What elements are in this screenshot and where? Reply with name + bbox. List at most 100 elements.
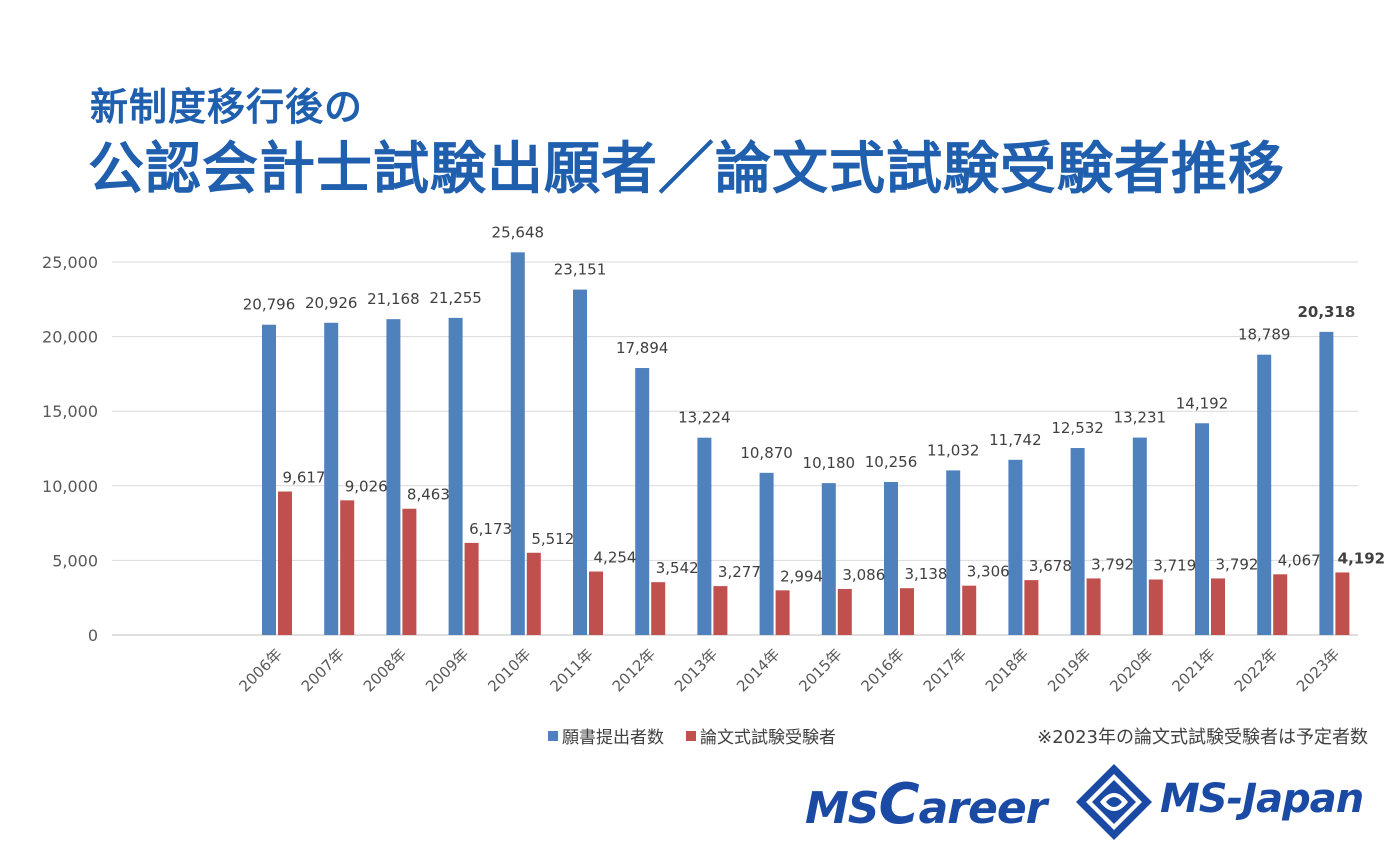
bar-examinees [278,491,292,635]
data-label-examinees: 4,254 [594,549,637,567]
bar-applicants [1257,354,1272,635]
data-label-examinees: 3,138 [905,565,948,583]
bar-applicants [262,324,276,635]
bar-examinees [589,571,603,635]
bar-examinees [1273,574,1288,635]
data-labels: 20,796 9,617 20,926 9,026 21,168 8,463 21,255 6… [243,223,1385,585]
data-label-examinees: 4,192 [1338,549,1385,567]
x-tick-label: 2009年 [422,645,472,695]
data-label-examinees: 2,994 [780,567,823,585]
legend-item-examinees: 論文式試験受験者 [686,723,836,748]
legend: 願書提出者数 論文式試験受験者 [548,723,858,748]
data-label-examinees: 3,719 [1153,557,1196,575]
bar-examinees [1211,578,1225,635]
ms-japan-diamond-icon [1076,764,1152,840]
bar-examinees [962,585,977,635]
y-tick-label: 25,000 [42,253,98,272]
mscareer-logo-c: C [878,772,919,837]
data-label-applicants: 11,742 [989,431,1042,449]
data-label-applicants: 17,894 [616,339,669,357]
x-tick-label: 2007年 [298,645,348,695]
bar-examinees [651,582,666,635]
y-tick-label: 20,000 [42,328,98,347]
data-label-applicants: 25,648 [492,223,545,241]
bar-applicants [324,322,339,635]
x-tick-label: 2014年 [733,645,783,695]
x-tick-label: 2018年 [982,645,1032,695]
legend-swatch-examinees [686,730,696,741]
data-label-examinees: 9,026 [345,477,388,495]
data-label-examinees: 3,792 [1091,555,1134,573]
data-label-examinees: 4,067 [1278,551,1321,569]
x-tick-label: 2023年 [1293,645,1343,695]
y-tick-label: 10,000 [42,477,98,496]
bar-applicants [1132,437,1147,635]
bar-applicants [510,252,525,635]
data-label-examinees: 3,678 [1029,557,1072,575]
bar-examinees [1024,580,1039,635]
legend-item-applicants: 願書提出者数 [548,723,664,748]
data-label-applicants: 10,256 [865,453,918,471]
data-label-applicants: 21,168 [367,290,420,308]
bar-examinees [526,552,541,635]
data-label-applicants: 18,789 [1238,326,1291,344]
x-tick-label: 2019年 [1044,645,1094,695]
data-label-examinees: 3,792 [1216,555,1259,573]
x-tick-label: 2013年 [671,645,721,695]
data-label-examinees: 3,542 [656,559,699,577]
bar-applicants [1008,459,1023,635]
y-tick-label: 5,000 [52,551,98,570]
bar-applicants [821,483,836,635]
data-label-applicants: 10,870 [740,444,793,462]
bar-applicants [884,481,898,635]
bar-examinees [464,542,479,635]
mscareer-logo-rest: areer [918,783,1048,834]
chart-subtitle: 新制度移行後の [90,85,364,129]
x-tick-label: 2017年 [920,645,970,695]
bar-examinees [1086,578,1101,635]
bar-examinees [775,590,790,635]
y-tick-label: 15,000 [42,402,98,421]
data-label-applicants: 12,532 [1051,419,1104,437]
x-tick-label: 2006年 [235,645,285,695]
ms-japan-logo-text: MS-Japan [1160,776,1364,822]
gridlines [112,261,1358,636]
legend-swatch-applicants [548,730,558,741]
data-label-examinees: 5,512 [531,530,574,548]
chart-title: 公認会計士試験出願者／論文式試験受験者推移 [88,137,1285,202]
data-label-applicants: 10,180 [803,454,856,472]
data-label-examinees: 6,173 [469,520,512,538]
data-label-examinees: 3,306 [967,563,1010,581]
x-tick-label: 2012年 [609,645,659,695]
data-label-applicants: 13,231 [1114,409,1167,427]
x-tick-label: 2016年 [857,645,907,695]
x-tick-label: 2022年 [1231,645,1281,695]
x-tick-label: 2020年 [1106,645,1156,695]
x-tick-label: 2011年 [546,645,596,695]
bar-examinees [1148,579,1163,635]
bar-applicants [697,437,712,635]
data-label-applicants: 20,926 [305,294,358,312]
bar-examinees [837,588,852,635]
data-label-examinees: 3,086 [842,566,885,584]
data-label-examinees: 8,463 [407,486,450,504]
bar-examinees [402,508,417,635]
legend-label-examinees: 論文式試験受験者 [700,728,836,748]
x-tick-label: 2010年 [484,645,534,695]
bar-applicants [448,317,463,635]
bar-applicants [946,470,961,635]
mscareer-logo: MSCareer [805,772,1048,837]
bars [262,252,1350,635]
data-label-applicants: 23,151 [554,261,607,279]
bar-applicants [635,368,650,635]
y-axis: 0 5,000 10,000 15,000 20,000 25,000 [42,253,98,645]
data-label-examinees: 3,277 [718,563,761,581]
x-tick-label: 2008年 [360,645,410,695]
bar-examinees [340,500,355,635]
x-axis: 2006年 2007年 2008年 2009年 2010年 2011年 2012年 2013年… [235,645,1343,695]
bar-examinees [900,588,914,635]
bar-chart: 0 5,000 10,000 15,000 20,000 25,000 20,796 9,6… [42,223,1385,695]
bar-applicants [1070,448,1085,635]
data-label-applicants: 13,224 [678,409,731,427]
bar-examinees [1335,572,1350,635]
